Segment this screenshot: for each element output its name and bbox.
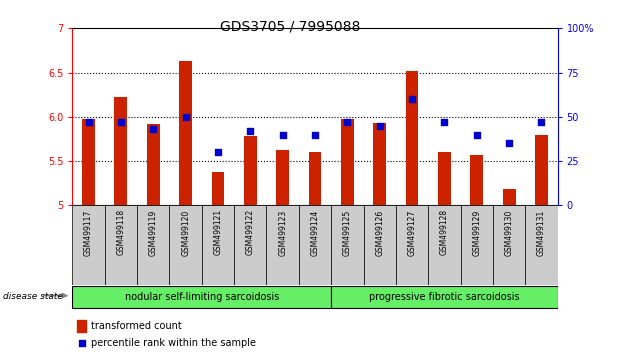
Point xyxy=(213,149,223,155)
Text: GSM499120: GSM499120 xyxy=(181,209,190,256)
Text: nodular self-limiting sarcoidosis: nodular self-limiting sarcoidosis xyxy=(125,292,279,302)
Text: GSM499124: GSM499124 xyxy=(311,209,319,256)
Bar xyxy=(438,152,451,205)
Bar xyxy=(115,97,127,205)
Text: GDS3705 / 7995088: GDS3705 / 7995088 xyxy=(220,19,360,34)
Bar xyxy=(147,124,160,205)
Point xyxy=(148,126,158,132)
Bar xyxy=(309,152,321,205)
Text: progressive fibrotic sarcoidosis: progressive fibrotic sarcoidosis xyxy=(369,292,520,302)
Bar xyxy=(266,205,299,285)
Bar xyxy=(234,205,266,285)
Text: GSM499118: GSM499118 xyxy=(117,209,125,256)
Point xyxy=(310,132,320,137)
Text: GSM499126: GSM499126 xyxy=(375,209,384,256)
Point xyxy=(504,141,514,146)
Text: GSM499122: GSM499122 xyxy=(246,209,255,256)
Point xyxy=(342,119,352,125)
Point xyxy=(439,119,449,125)
Bar xyxy=(299,205,331,285)
Text: GSM499117: GSM499117 xyxy=(84,209,93,256)
Bar xyxy=(396,205,428,285)
Point xyxy=(278,132,288,137)
Bar xyxy=(72,286,331,308)
Text: disease state: disease state xyxy=(3,292,63,301)
Bar xyxy=(331,205,364,285)
Text: GSM499127: GSM499127 xyxy=(408,209,416,256)
Bar xyxy=(77,320,86,332)
Text: transformed count: transformed count xyxy=(91,321,181,331)
Point xyxy=(536,119,546,125)
Bar xyxy=(137,205,169,285)
Bar xyxy=(72,205,105,285)
Bar xyxy=(202,205,234,285)
Bar xyxy=(276,150,289,205)
Text: GSM499125: GSM499125 xyxy=(343,209,352,256)
Text: GSM499123: GSM499123 xyxy=(278,209,287,256)
Text: GSM499121: GSM499121 xyxy=(214,209,222,256)
Bar xyxy=(493,205,525,285)
Bar xyxy=(470,155,483,205)
Bar xyxy=(503,189,515,205)
Bar xyxy=(428,205,461,285)
Point xyxy=(407,96,417,102)
Point xyxy=(181,114,191,120)
Point xyxy=(472,132,482,137)
Bar xyxy=(82,120,95,205)
Bar xyxy=(105,205,137,285)
Bar xyxy=(461,205,493,285)
Text: GSM499119: GSM499119 xyxy=(149,209,158,256)
Text: GSM499131: GSM499131 xyxy=(537,209,546,256)
Bar xyxy=(535,136,548,205)
Text: GSM499130: GSM499130 xyxy=(505,209,513,256)
Bar xyxy=(341,120,354,205)
Bar xyxy=(212,172,224,205)
Point xyxy=(77,341,87,346)
Bar xyxy=(525,205,558,285)
Bar xyxy=(179,61,192,205)
Text: GSM499128: GSM499128 xyxy=(440,209,449,256)
Point xyxy=(375,123,385,129)
Bar xyxy=(169,205,202,285)
Point xyxy=(84,119,94,125)
Bar xyxy=(406,71,418,205)
Text: GSM499129: GSM499129 xyxy=(472,209,481,256)
Point xyxy=(245,128,255,134)
Point xyxy=(116,119,126,125)
Bar xyxy=(373,123,386,205)
Text: percentile rank within the sample: percentile rank within the sample xyxy=(91,338,256,348)
Bar xyxy=(244,136,257,205)
Bar xyxy=(331,286,558,308)
Bar xyxy=(364,205,396,285)
